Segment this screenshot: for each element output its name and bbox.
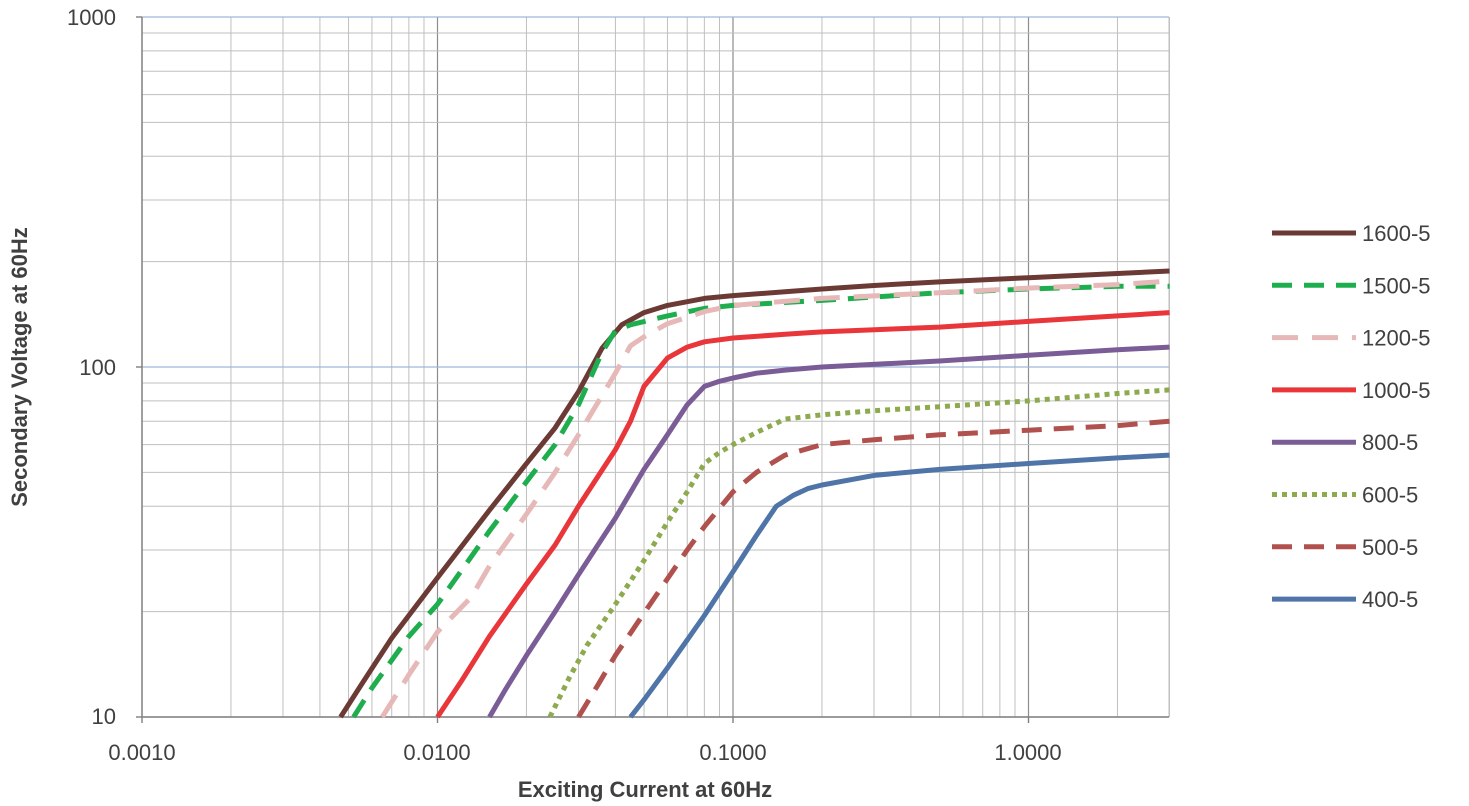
y-tick-label: 10 [92,704,116,729]
x-axis-title: Exciting Current at 60Hz [518,777,772,802]
series-line-400-5 [628,452,1170,719]
x-tick-label: 1.0000 [994,740,1061,765]
series-line-1500-5 [351,283,1170,719]
legend-label: 1500-5 [1362,273,1431,298]
plot-area [338,268,1170,719]
grid [136,16,1170,723]
x-tick-label: 0.0010 [108,740,175,765]
series-line-1200-5 [380,278,1170,719]
legend-label: 500-5 [1362,535,1418,560]
x-tick-label: 0.1000 [699,740,766,765]
axes: 0.0010 0.0100 0.1000 1.0000 10 100 1000 … [7,5,1062,802]
y-axis-title: Secondary Voltage at 60Hz [7,227,32,507]
legend-label: 1000-5 [1362,378,1431,403]
series-line-800-5 [487,344,1170,719]
y-tick-label: 1000 [67,5,116,30]
y-tick-label: 100 [79,355,116,380]
legend: 1600-5 1500-5 1200-5 1000-5 800-5 600-5 500-5 4… [1272,221,1431,612]
legend-label: 1600-5 [1362,221,1431,246]
legend-label: 1200-5 [1362,326,1431,351]
legend-label: 600-5 [1362,483,1418,508]
series-line-500-5 [576,418,1170,719]
legend-label: 400-5 [1362,587,1418,612]
series-line-1600-5 [338,268,1170,719]
series-line-1000-5 [435,310,1170,719]
series-line-600-5 [547,387,1170,719]
x-tick-label: 0.0100 [403,740,470,765]
legend-label: 800-5 [1362,430,1418,455]
